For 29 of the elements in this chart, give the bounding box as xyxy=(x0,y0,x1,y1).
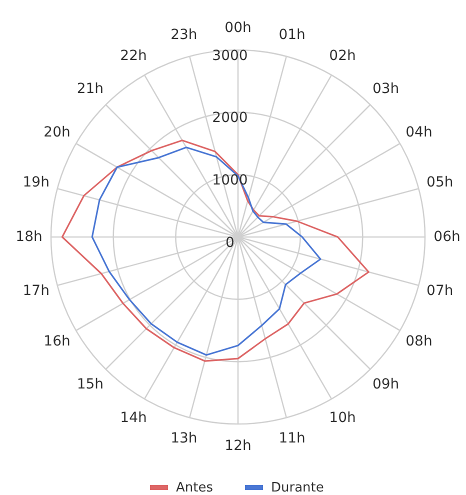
spoke-label: 17h xyxy=(22,282,50,299)
spoke-label: 23h xyxy=(170,26,198,43)
spoke-label: 18h xyxy=(16,228,42,245)
spoke-label: 10h xyxy=(329,410,356,426)
spoke-label: 14h xyxy=(120,410,147,426)
spoke-label: 03h xyxy=(372,81,400,98)
y-tick-label: 2000 xyxy=(212,110,248,126)
spoke-label: 21h xyxy=(76,81,104,98)
spoke-label: 01h xyxy=(278,26,306,43)
spoke-label: 07h xyxy=(426,282,454,299)
legend-label: Durante xyxy=(271,480,324,495)
y-tick-label: 0 xyxy=(226,234,234,251)
spoke-label: 05h xyxy=(426,174,454,191)
spoke-label: 06h xyxy=(434,228,460,245)
spoke-label: 08h xyxy=(406,333,432,350)
spoke-label: 15h xyxy=(76,376,104,393)
spoke-label: 12h xyxy=(224,438,252,454)
spoke-label: 00h xyxy=(224,20,252,36)
spoke-label: 09h xyxy=(372,376,400,393)
spoke-label: 04h xyxy=(406,124,432,140)
spoke-label: 22h xyxy=(120,48,147,64)
spoke-label: 19h xyxy=(22,174,50,191)
spoke-label: 11h xyxy=(278,430,306,447)
spoke-label: 20h xyxy=(44,124,70,140)
legend-label: Antes xyxy=(176,480,214,495)
spoke-label: 16h xyxy=(44,333,70,350)
spoke-label: 02h xyxy=(329,48,356,64)
y-tick-label: 3000 xyxy=(212,48,248,64)
spoke-label: 13h xyxy=(170,430,198,447)
